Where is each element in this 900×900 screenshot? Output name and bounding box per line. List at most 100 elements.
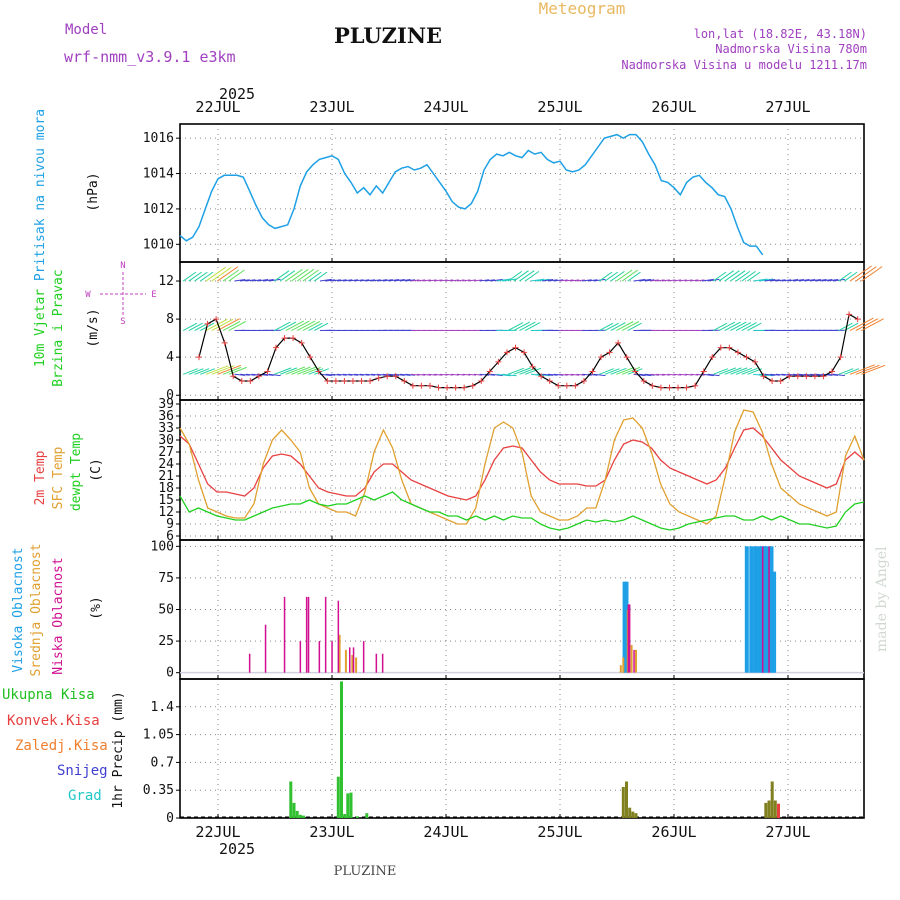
wind-arrow — [319, 278, 332, 282]
y-tick-label: 1010 — [143, 237, 174, 252]
wind-speed-point — [632, 368, 639, 375]
wind-arrow — [604, 322, 619, 331]
wind-arrow — [473, 279, 483, 282]
wind-speed-point — [615, 339, 622, 346]
wind-speed-point — [341, 377, 348, 384]
wind-arrow — [182, 368, 198, 375]
wind-arrow — [553, 279, 564, 282]
wind-arrow — [182, 322, 198, 331]
cloud-low-bar — [248, 653, 251, 673]
wind-arrow — [296, 320, 316, 331]
wind-arrow — [849, 364, 875, 375]
wind-arrow — [644, 373, 655, 376]
wind-arrow — [348, 279, 359, 282]
wind-arrow — [542, 279, 554, 282]
wind-speed-point — [623, 354, 630, 361]
cloud-low-bar — [318, 641, 321, 673]
wind-arrow — [205, 365, 229, 375]
wind-arrow — [832, 373, 845, 377]
precip-total-bar — [349, 792, 353, 818]
date-label: 22JUL — [195, 823, 240, 841]
wind-arrow — [291, 366, 311, 375]
precip-total-bar — [631, 811, 635, 818]
cloud-low-bar — [627, 604, 630, 673]
wind-arrow — [804, 279, 816, 282]
temp-dewpt-line — [179, 491, 865, 531]
wind-arrow — [194, 271, 208, 282]
wind-arrow — [838, 322, 853, 331]
wind-arrow — [217, 266, 239, 282]
wind-arrow — [821, 279, 833, 282]
wind-arrow — [661, 373, 670, 376]
wind-arrow — [365, 279, 376, 282]
wind-unit: (m/s) — [86, 308, 101, 347]
wind-arrow — [849, 317, 874, 331]
model-value: wrf-nmm_v3.9.1 e3km — [64, 48, 236, 66]
wind-arrow — [644, 279, 655, 282]
wind-arrow — [234, 373, 246, 376]
wind-arrow — [194, 368, 210, 375]
wind-arrow — [308, 271, 322, 282]
wind-arrow — [439, 373, 448, 376]
cloud-mid-bar — [344, 649, 347, 673]
wind-arrow — [633, 373, 646, 377]
wind-arrow — [524, 270, 540, 282]
wind-arrow — [245, 373, 256, 376]
wind-arrow — [582, 279, 592, 282]
temp-label-dewpt: dewpt Temp — [69, 433, 84, 511]
wind-panel: 10m Vjetar Brzina i Pravac (m/s) N W E S… — [33, 261, 886, 403]
wind-arrow — [827, 373, 839, 376]
wind-arrow — [240, 279, 250, 282]
wind-speed-point — [196, 354, 202, 361]
temp-label-2m: 2m Temp — [33, 450, 48, 505]
cloud-low-bar — [264, 624, 267, 673]
wind-arrow — [621, 366, 641, 375]
wind-speed-point — [649, 382, 656, 389]
pressure-unit: (hPa) — [86, 172, 101, 211]
wind-arrow — [764, 279, 776, 282]
cloud-low-bar — [299, 641, 302, 673]
wind-arrow — [188, 368, 204, 375]
wind-arrow — [855, 318, 879, 331]
cloud-label-high: Visoka Oblacnost — [11, 547, 26, 672]
date-label: 24JUL — [423, 98, 468, 116]
y-tick-label: 0.7 — [151, 755, 174, 770]
wind-arrow — [359, 279, 370, 282]
wind-arrow — [792, 279, 804, 282]
wind-arrow — [855, 364, 880, 375]
wind-arrow — [422, 373, 431, 376]
wind-speed-point — [572, 382, 579, 389]
wind-arrow — [724, 367, 742, 375]
wind-arrow — [274, 321, 291, 331]
cloud-high-bar — [749, 546, 754, 673]
model-altitude-text: Nadmorska Visina u modelu 1211.17m — [621, 58, 867, 72]
date-label: 23JUL — [309, 823, 354, 841]
wind-arrow — [359, 373, 370, 376]
cloud-mid-bar — [635, 649, 637, 673]
wind-arrow — [302, 366, 321, 375]
wind-arrow — [593, 373, 606, 377]
wind-speed-point — [726, 344, 733, 351]
cloud-mid-bar — [622, 657, 625, 673]
wind-speed-point — [752, 358, 759, 365]
wind-arrow — [302, 321, 321, 331]
wind-speed-point — [769, 377, 776, 384]
wind-speed-point — [367, 377, 374, 384]
wind-speed-point — [495, 358, 502, 365]
precip-total-bar — [634, 813, 638, 818]
wind-arrow — [217, 318, 240, 331]
wind-arrow — [399, 279, 411, 282]
temp-unit: (C) — [89, 458, 104, 481]
y-tick-label: 1.4 — [151, 700, 175, 715]
wind-arrow — [194, 322, 209, 331]
cloud-high-bar — [744, 546, 749, 673]
wind-arrow — [718, 321, 736, 331]
wind-speed-point — [358, 377, 365, 384]
wind-arrow — [832, 278, 845, 282]
wind-arrow — [656, 279, 665, 282]
cloud-low-bar — [324, 596, 327, 673]
wind-speed-point — [811, 373, 818, 380]
pressure-panel: Pritisak na nivou mora (hPa) 1010 1012 101… — [33, 109, 865, 281]
top-date-labels: 22JUL 23JUL 24JUL 25JUL 26JUL 27JUL — [195, 98, 810, 116]
wind-arrow — [741, 270, 756, 282]
